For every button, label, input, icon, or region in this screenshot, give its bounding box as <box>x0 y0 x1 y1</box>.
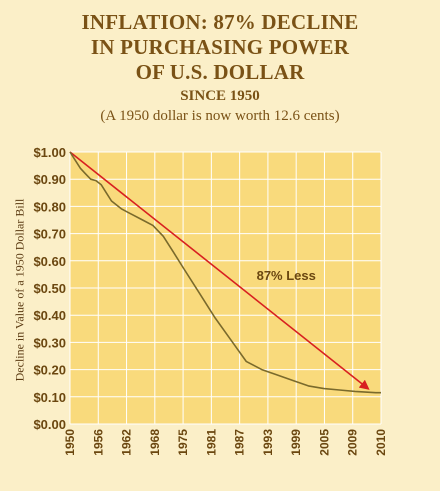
y-tick-label: $0.00 <box>33 417 66 432</box>
annotation-87-less: 87% Less <box>257 268 316 283</box>
value-curve <box>69 151 381 394</box>
x-tick-label: 1993 <box>261 429 275 456</box>
trend-arrow <box>69 151 370 390</box>
y-tick-label: $0.60 <box>33 254 66 269</box>
y-tick-label: $0.50 <box>33 281 66 296</box>
x-tick-labels: 1950 1956 1962 1968 1975 1981 1987 1993 1999 2005… <box>63 429 388 456</box>
x-tick-label: 1950 <box>63 429 77 456</box>
x-tick-label: 1975 <box>176 429 190 456</box>
y-tick-label: $1.00 <box>33 145 66 160</box>
chart-note: (A 1950 dollar is now worth 12.6 cents) <box>100 108 340 124</box>
y-tick-label: $0.90 <box>33 172 66 187</box>
x-tick-label: 1987 <box>233 429 247 456</box>
y-tick-label: $0.70 <box>33 227 66 242</box>
chart-title: INFLATION: 87% DECLINE IN PURCHASING POW… <box>0 10 440 126</box>
chart-subtitle: SINCE 1950 <box>180 88 260 104</box>
title-line-3: OF U.S. DOLLAR <box>135 60 305 84</box>
title-line-1: INFLATION: 87% DECLINE <box>81 10 359 34</box>
x-tick-label: 1962 <box>120 429 134 456</box>
title-line-2: IN PURCHASING POWER <box>90 35 350 59</box>
x-tick-label: 1981 <box>204 429 218 456</box>
grid-lines <box>69 151 382 425</box>
y-tick-label: $0.20 <box>33 363 66 378</box>
y-tick-labels: $1.00 $0.90 $0.80 $0.70 $0.60 $0.50 $0.40 $0.30… <box>33 145 66 432</box>
y-tick-label: $0.80 <box>33 199 66 214</box>
x-tick-label: 1956 <box>91 429 105 456</box>
y-tick-label: $0.10 <box>33 390 66 405</box>
x-tick-label: 1968 <box>148 429 162 456</box>
x-tick-label: 2005 <box>317 429 331 456</box>
x-tick-label: 2010 <box>374 429 388 456</box>
y-tick-label: $0.30 <box>33 335 66 350</box>
y-tick-label: $0.40 <box>33 308 66 323</box>
x-tick-label: 1999 <box>289 429 303 456</box>
x-tick-label: 2009 <box>346 429 360 456</box>
